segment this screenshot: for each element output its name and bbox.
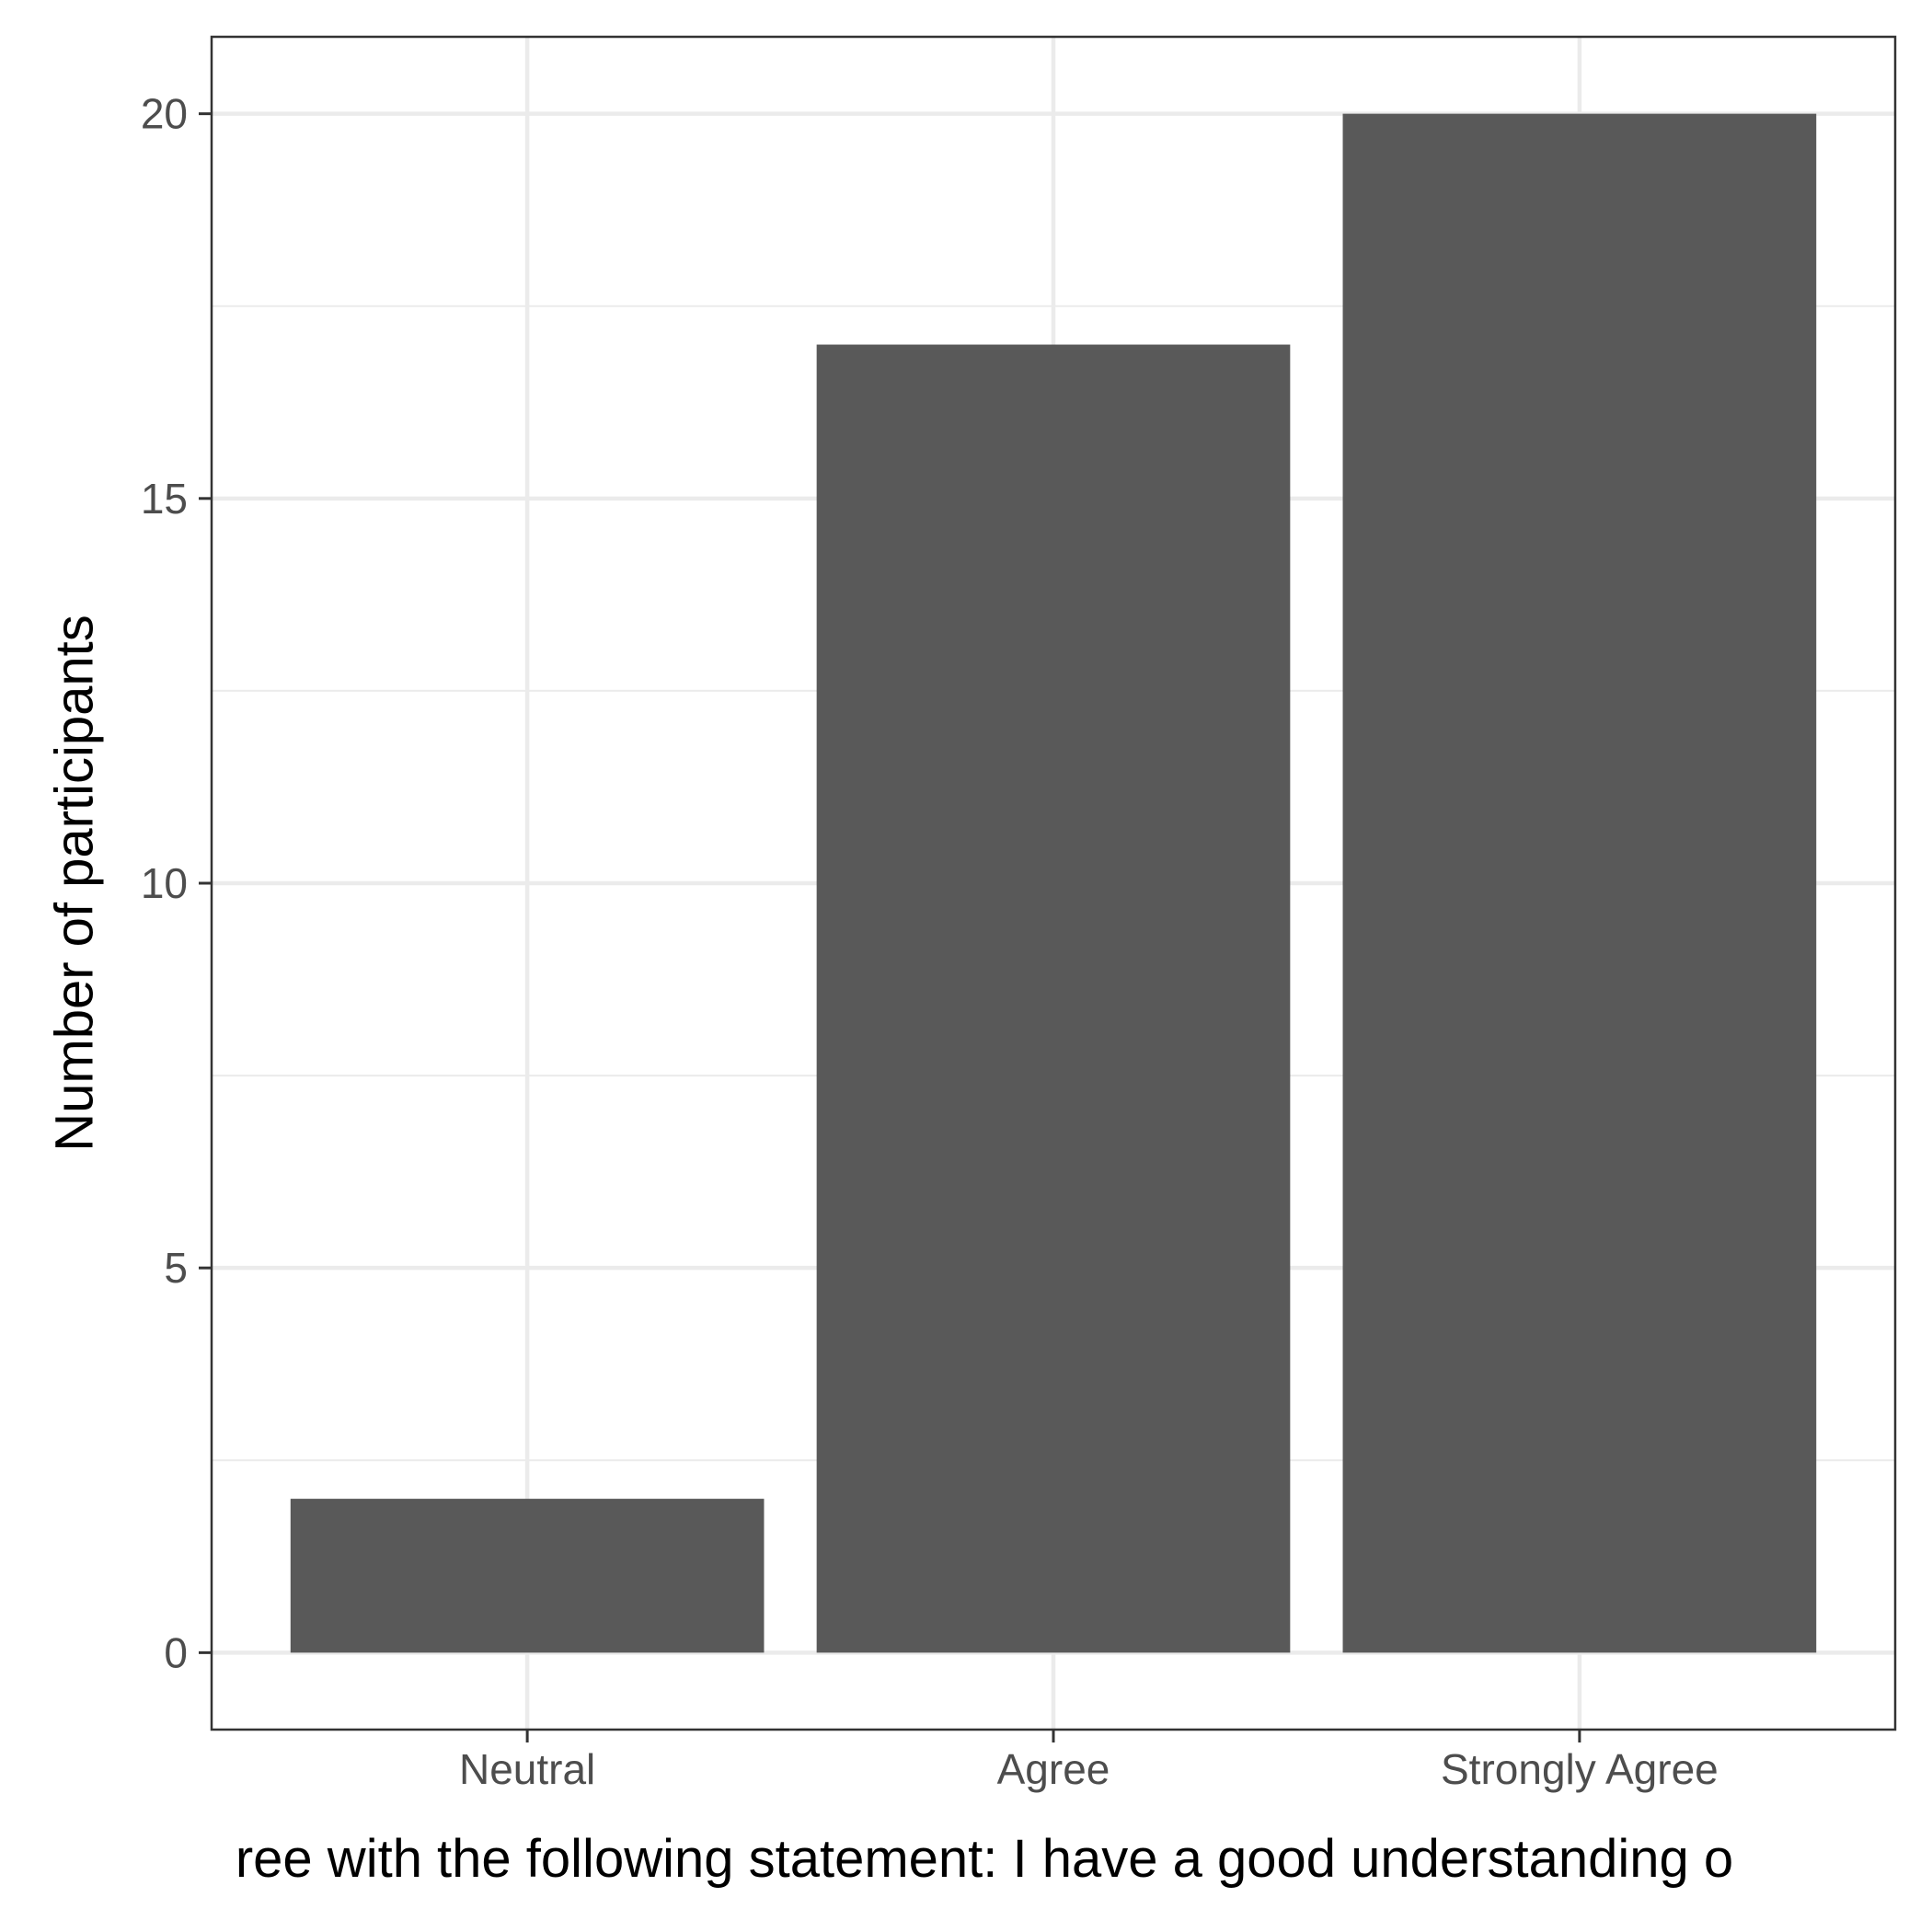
bar-agree xyxy=(816,344,1291,1653)
y-tick-labels: 0 5 10 15 20 xyxy=(141,90,188,1677)
x-tick-label: Agree xyxy=(997,1745,1110,1793)
axis-ticks xyxy=(199,112,1581,1742)
y-tick-label: 0 xyxy=(164,1628,188,1676)
x-tick-label: Strongly Agree xyxy=(1441,1745,1719,1793)
bar-neutral xyxy=(290,1499,765,1653)
y-tick-label: 20 xyxy=(141,90,188,138)
bars xyxy=(290,113,1817,1653)
bar-strongly-agree xyxy=(1342,113,1817,1653)
x-tick-label: Neutral xyxy=(459,1745,595,1793)
y-tick-label: 15 xyxy=(141,475,188,523)
y-axis-title: Number of participants xyxy=(44,615,104,1151)
y-tick-label: 10 xyxy=(141,859,188,907)
x-tick-labels: Neutral Agree Strongly Agree xyxy=(459,1745,1719,1793)
x-axis-title: ree with the following statement: I have… xyxy=(236,1829,1733,1889)
y-tick-label: 5 xyxy=(164,1244,188,1292)
